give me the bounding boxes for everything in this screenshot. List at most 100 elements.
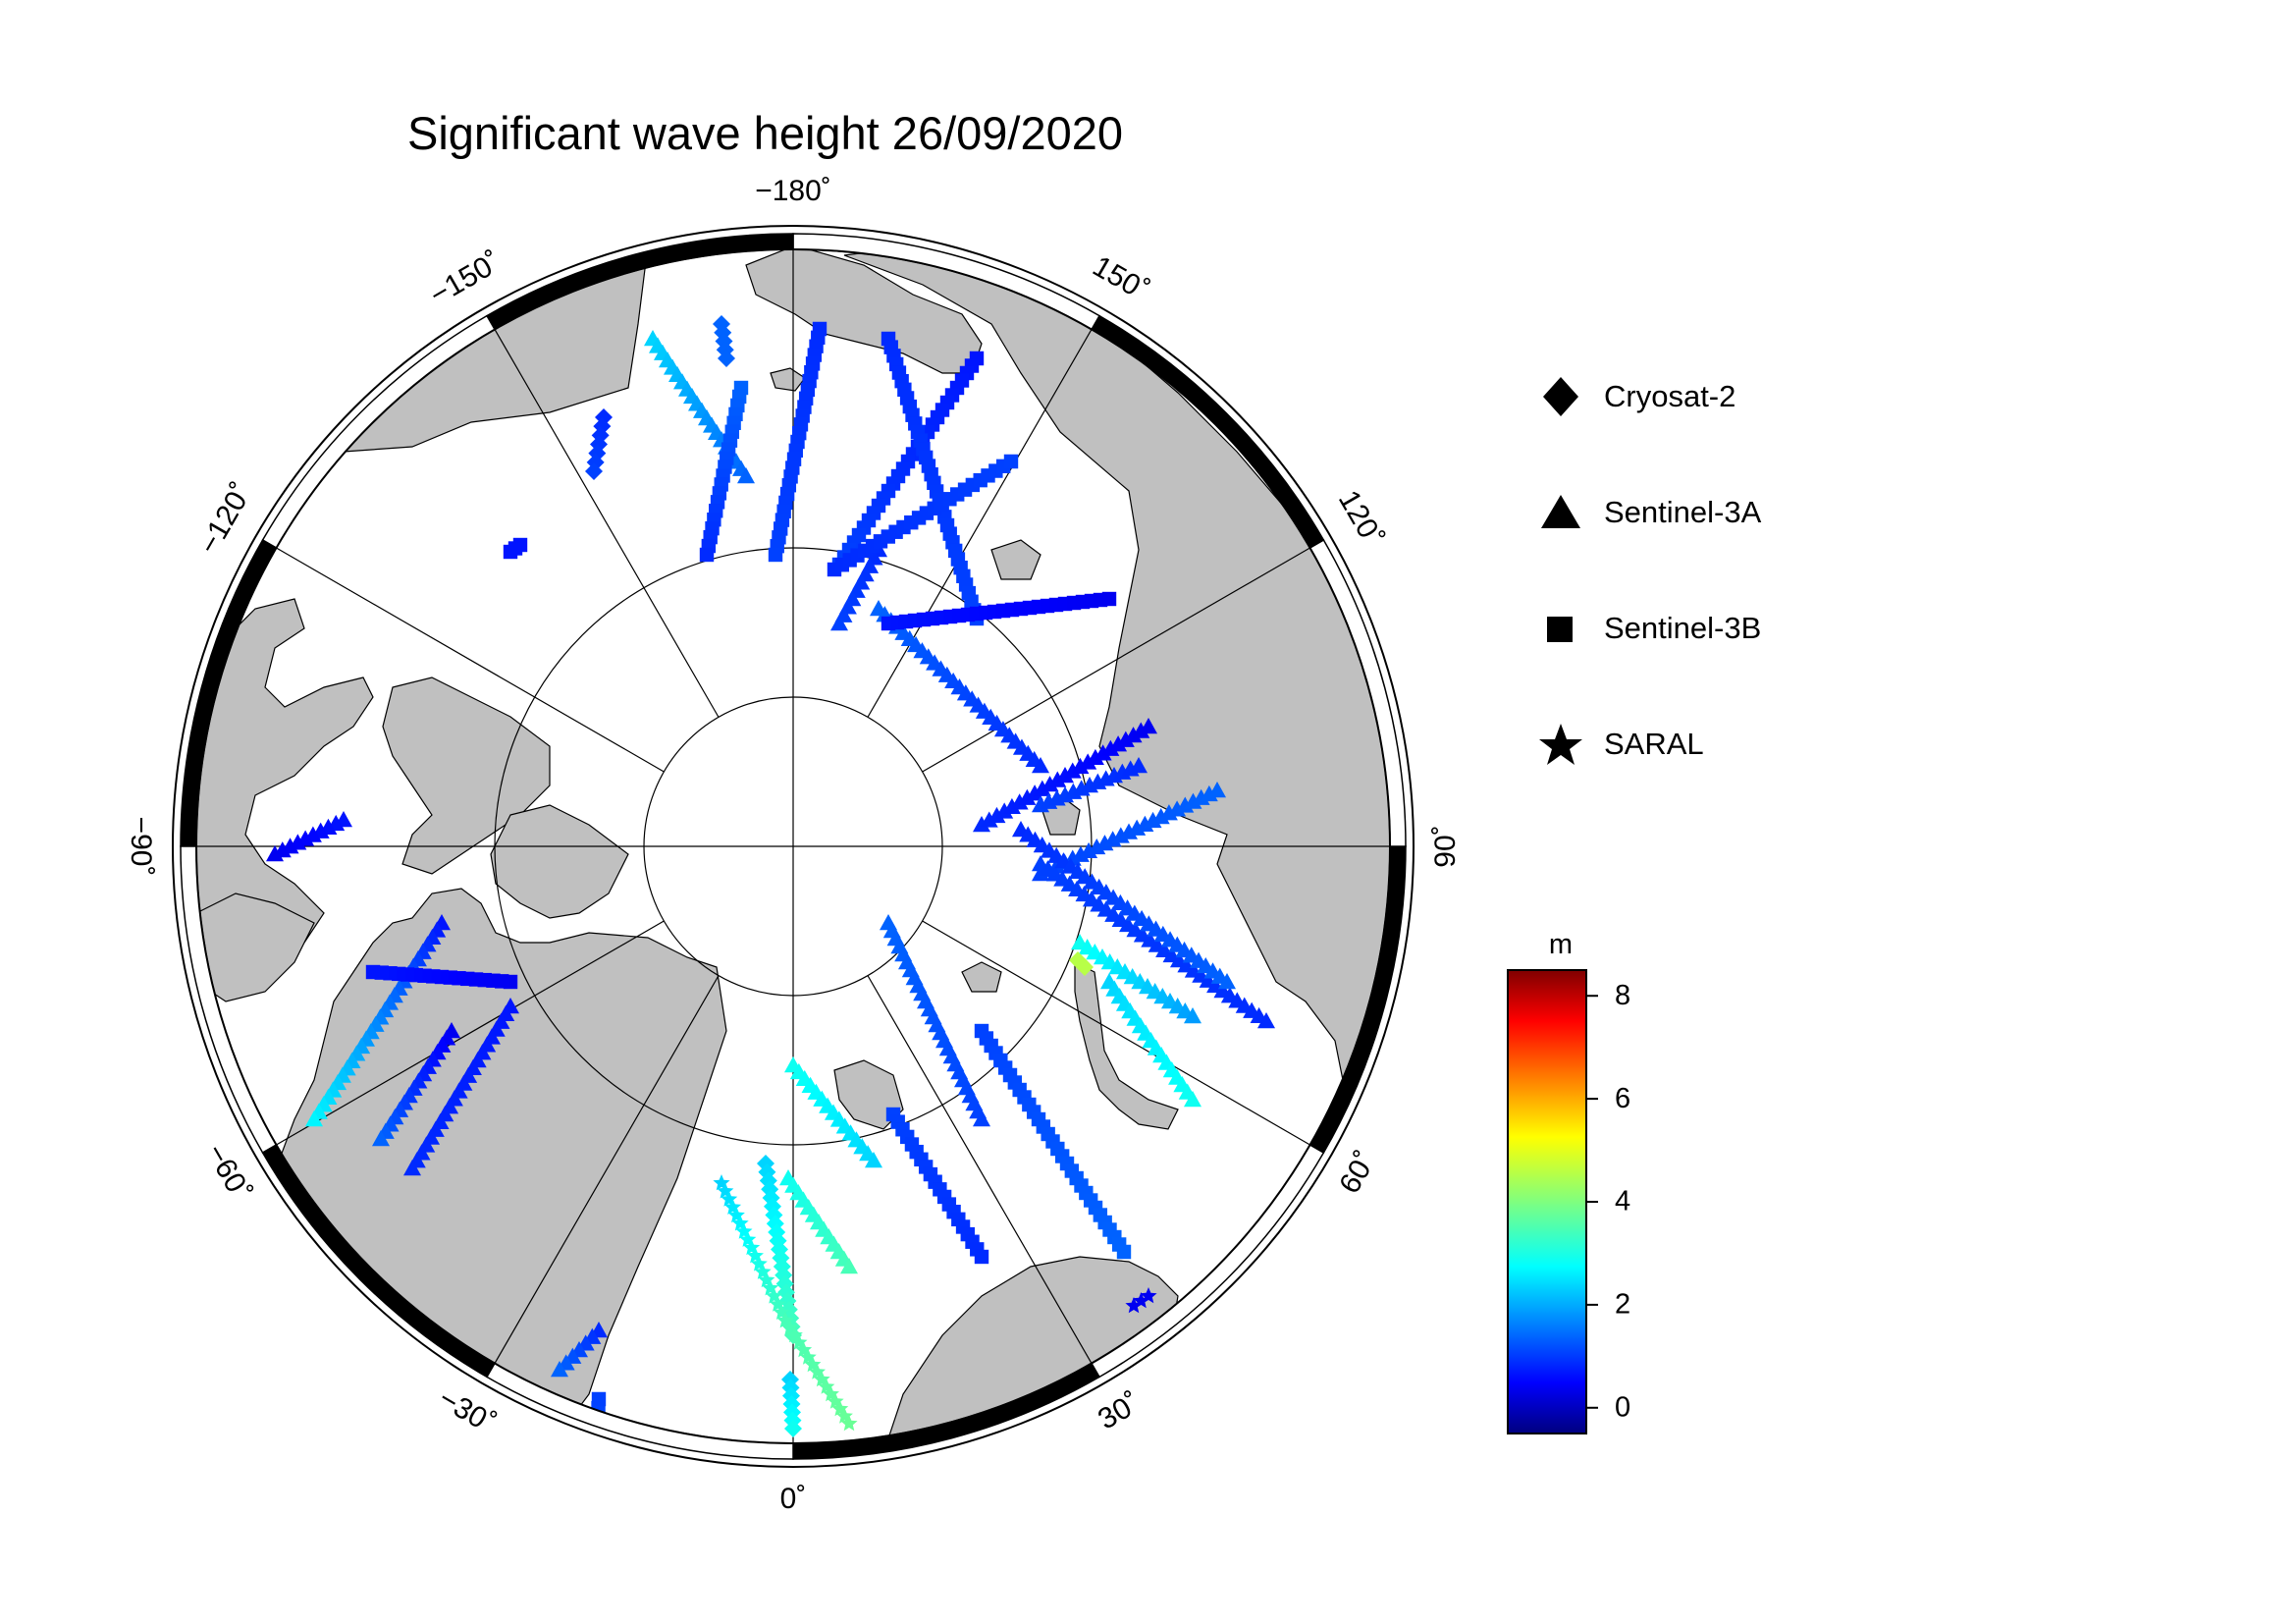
colorbar-tick-label: 8 — [1615, 980, 1630, 1011]
colorbar-tick-label: 0 — [1615, 1391, 1630, 1423]
legend-label: Sentinel-3A — [1604, 495, 1762, 529]
track-sentinel-3a — [403, 998, 519, 1176]
track-sentinel-3b — [827, 454, 1019, 577]
star-icon — [1539, 724, 1582, 765]
track-point — [585, 462, 603, 480]
meridian-line — [276, 920, 665, 1146]
track-sentinel-3b — [699, 380, 749, 563]
meridian-line — [922, 547, 1310, 773]
track-point — [1010, 793, 1029, 810]
track-sentinel-3b — [974, 1023, 1132, 1260]
track-point — [1032, 757, 1049, 774]
track-point — [1125, 1297, 1143, 1314]
land-eurasia — [843, 249, 1390, 1130]
meridian-line — [276, 547, 665, 773]
frame-inner — [195, 248, 1391, 1444]
track-point — [1116, 1244, 1132, 1260]
track-point — [974, 1249, 989, 1265]
meridian-line — [922, 920, 1310, 1146]
track-point — [503, 544, 518, 560]
land-new-siberian — [990, 539, 1041, 580]
polar-map: −180˚150˚120˚90˚60˚30˚0˚−30˚−60˚−90˚−120… — [125, 175, 1462, 1515]
map-frame — [172, 225, 1415, 1468]
track-point — [1079, 753, 1097, 770]
track-point — [1056, 767, 1074, 784]
square-icon — [1547, 617, 1573, 642]
track-point — [1086, 748, 1104, 766]
meridian-line — [494, 975, 720, 1364]
longitude-label: −30˚ — [433, 1382, 501, 1440]
track-sentinel-3a — [1012, 821, 1236, 990]
longitude-label: 30˚ — [1093, 1386, 1146, 1435]
longitude-label: 90˚ — [1429, 825, 1462, 867]
track-point — [1132, 722, 1150, 738]
track-sentinel-3a — [779, 1169, 858, 1274]
track-point — [1002, 797, 1021, 815]
track-sentinel-3b — [768, 321, 828, 563]
track-point — [1130, 757, 1148, 774]
chart-title: Significant wave height 26/09/2020 — [407, 107, 1124, 159]
track-point — [737, 467, 755, 484]
track-point — [768, 547, 783, 563]
track-point — [840, 1258, 858, 1274]
track-point — [718, 350, 735, 367]
land-franz-josef — [961, 961, 1002, 993]
colorbar-tick-label: 6 — [1615, 1083, 1630, 1114]
track-sentinel-3a — [372, 1022, 460, 1147]
track-sentinel-3a — [1032, 782, 1226, 882]
track-sentinel-3b — [881, 591, 1117, 631]
longitude-label: 60˚ — [1333, 1146, 1382, 1199]
colorbar-tick-label: 2 — [1615, 1289, 1630, 1321]
longitude-label: 120˚ — [1332, 485, 1390, 553]
track-sentinel-3b — [881, 331, 985, 626]
track-cryosat-2 — [1069, 951, 1094, 976]
track-point — [1033, 780, 1051, 796]
track-sentinel-3a — [880, 914, 990, 1127]
meridian-line — [867, 975, 1093, 1364]
track-sentinel-3a — [551, 1322, 608, 1378]
track-point — [365, 964, 381, 980]
track-point — [1218, 973, 1236, 990]
track-point — [305, 1110, 323, 1127]
track-point — [980, 811, 998, 828]
track-point — [1132, 1292, 1150, 1309]
track-point — [1003, 454, 1019, 469]
track-saral — [713, 1174, 794, 1328]
colorbar: 0 2 4 6 8 — [1507, 969, 1630, 1434]
track-point — [1041, 776, 1059, 792]
track-point — [1048, 771, 1067, 787]
track-point — [1124, 727, 1143, 743]
track-point — [551, 1361, 568, 1378]
track-point — [973, 816, 990, 833]
legend-item-sentinel-3a: Sentinel-3A — [1537, 489, 1930, 605]
track-point — [1140, 718, 1157, 734]
colorbar-unit: m — [1548, 929, 1574, 960]
track-point — [589, 1454, 603, 1468]
track-point — [589, 1436, 604, 1443]
track-point — [1140, 1287, 1157, 1304]
triangle-icon — [1541, 495, 1580, 528]
track-sentinel-3b — [885, 1107, 989, 1265]
frame-outer — [172, 225, 1415, 1468]
track-point — [1184, 1091, 1201, 1108]
track-point — [403, 1160, 421, 1176]
legend-label: SARAL — [1604, 727, 1704, 761]
longitude-label: −90˚ — [125, 817, 157, 877]
track-sentinel-3a — [1032, 757, 1148, 813]
track-point — [589, 1445, 603, 1459]
track-point — [1109, 735, 1128, 752]
track-cryosat-2 — [585, 408, 613, 480]
colorbar-gradient — [1507, 969, 1587, 1434]
land-wrangel — [770, 367, 806, 392]
track-point — [591, 1391, 607, 1407]
track-sentinel-3a — [1100, 973, 1201, 1108]
track-point — [1018, 788, 1037, 805]
satellite-legend: Cryosat-2 Sentinel-3A Sentinel-3B SARAL — [1537, 373, 1930, 837]
meridian-line — [867, 329, 1093, 718]
longitude-label: 150˚ — [1088, 250, 1155, 308]
legend-item-cryosat: Cryosat-2 — [1537, 373, 1930, 489]
track-sentinel-3a — [1071, 934, 1201, 1024]
track-point — [1026, 784, 1044, 801]
track-point — [1071, 757, 1090, 775]
